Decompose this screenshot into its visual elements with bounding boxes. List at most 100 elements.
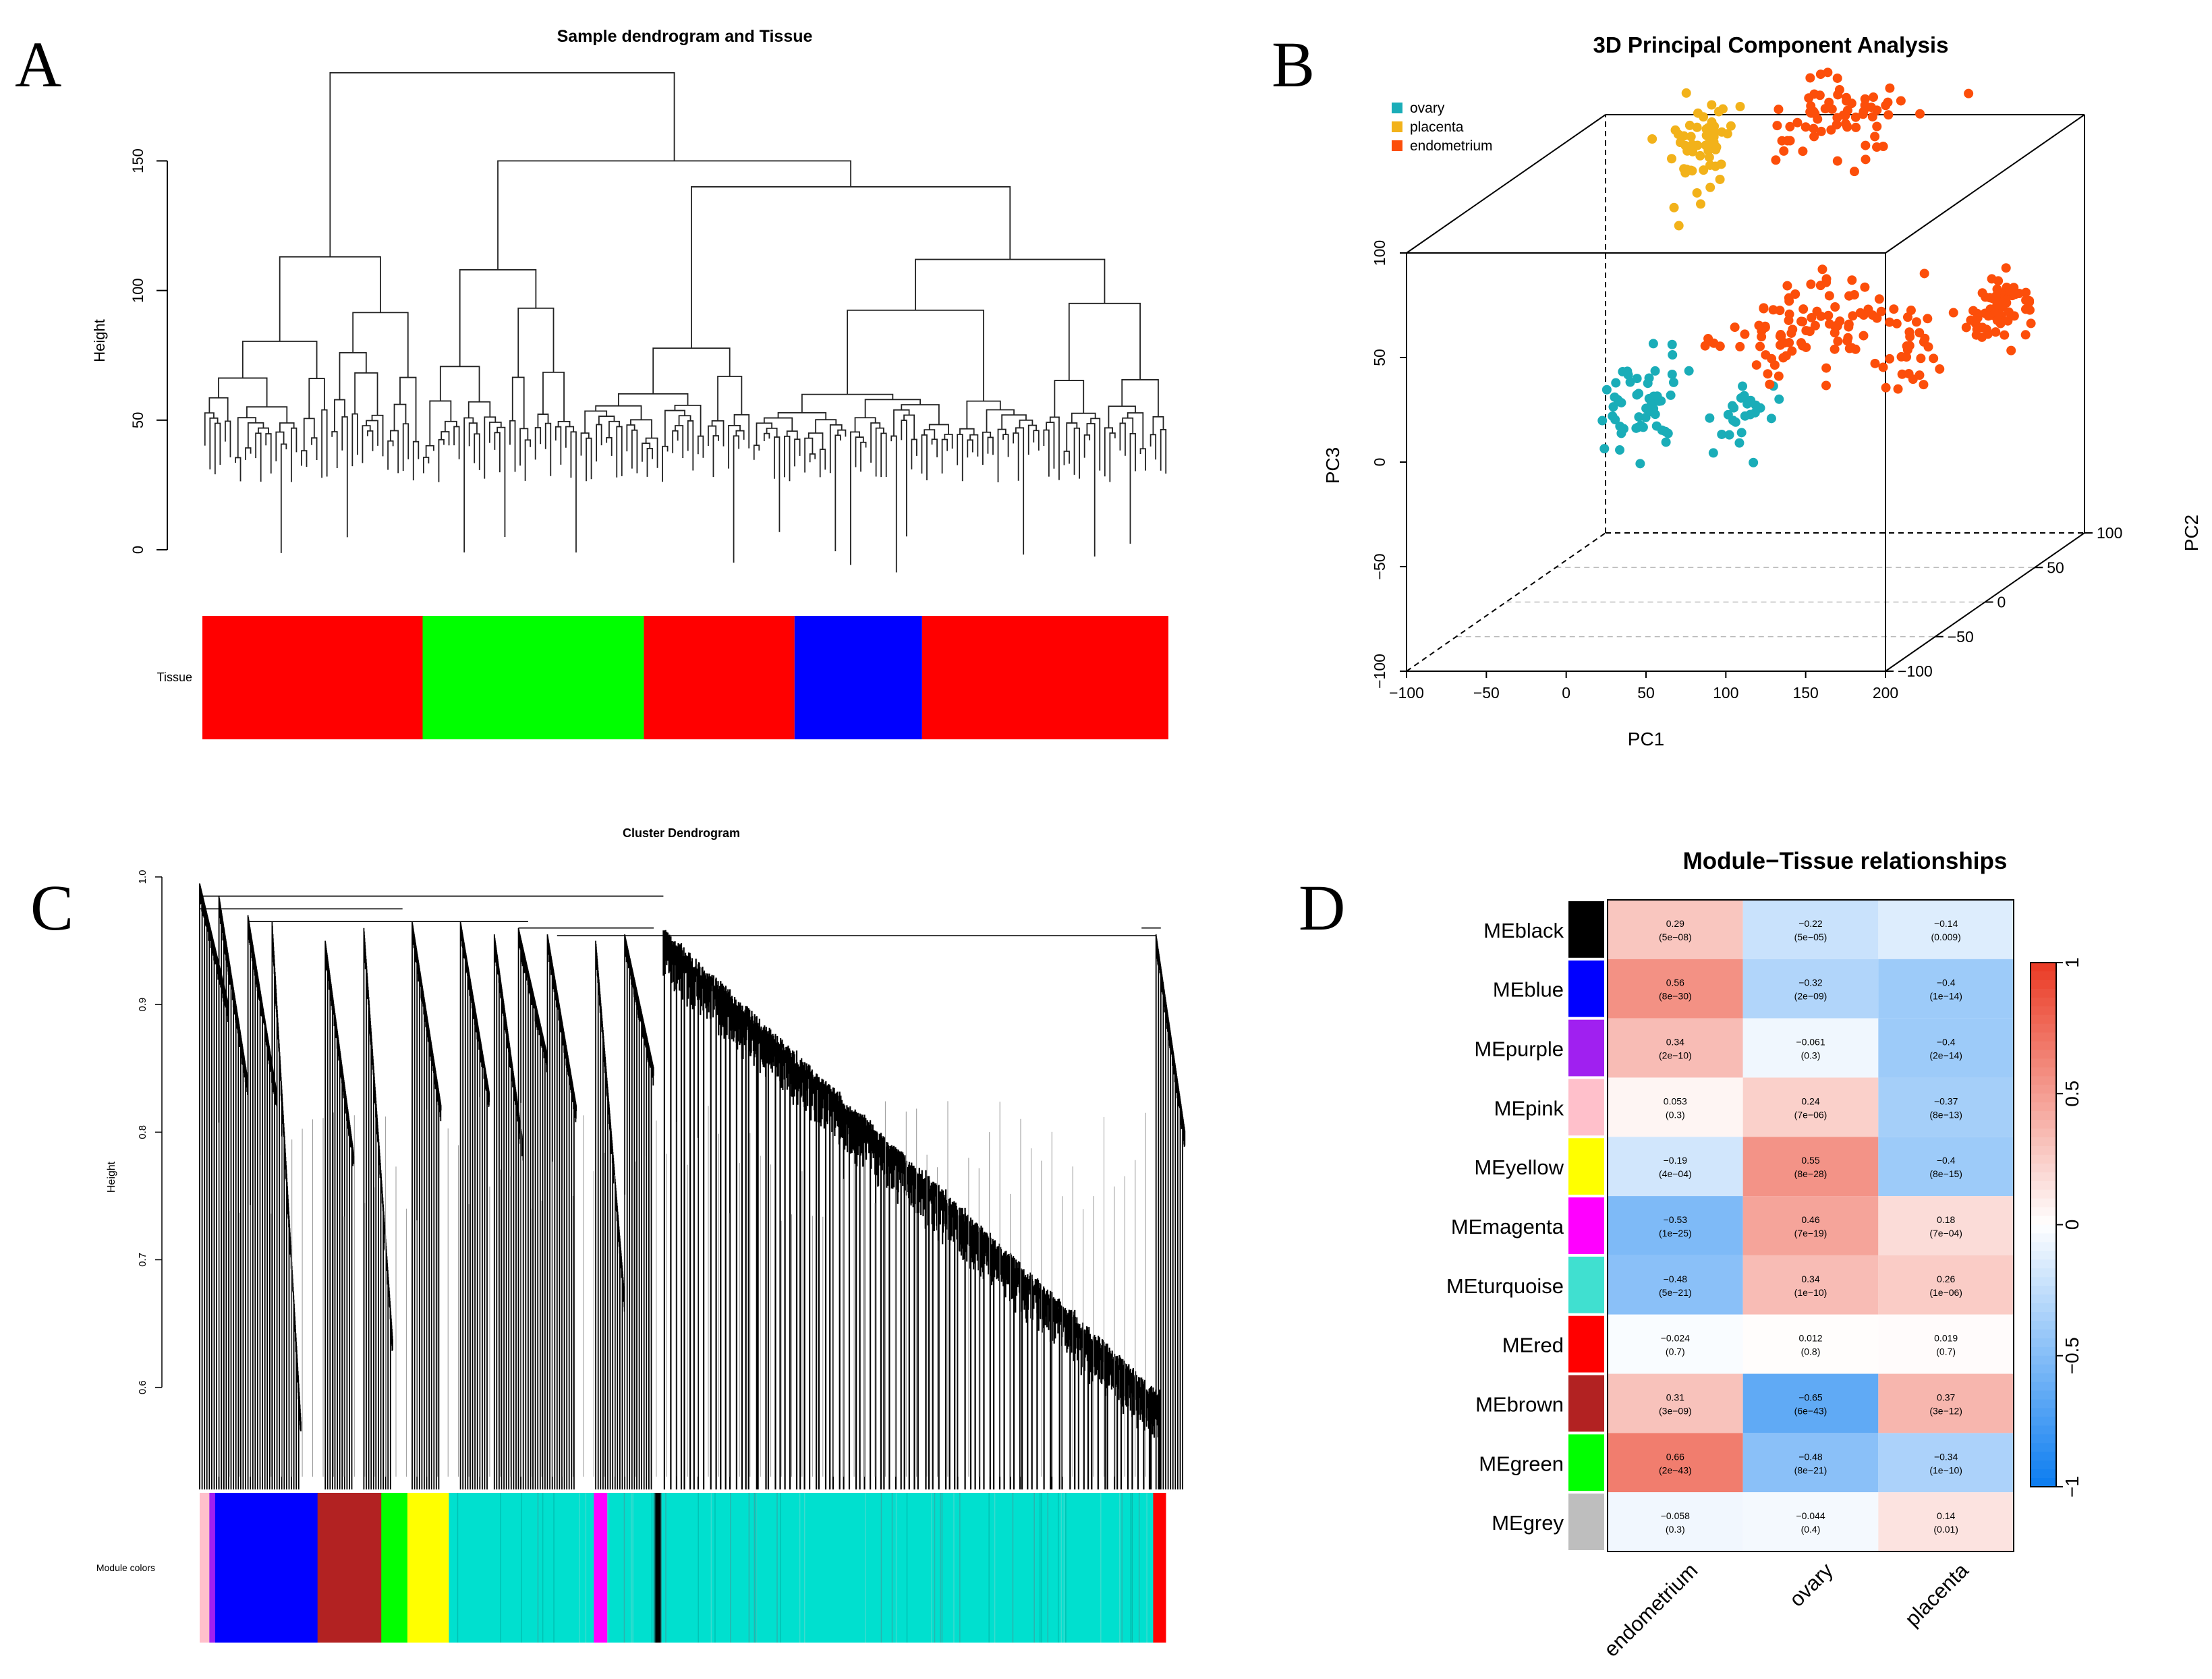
point-ovary [1599,444,1610,454]
scale-step [2031,1216,2056,1226]
scale-step [2031,1443,2056,1453]
point-placenta [1666,154,1676,164]
dendrogram-branch [367,430,374,451]
tissue-segment-placenta [794,616,922,739]
heatmap-cell [1608,1314,1743,1374]
heatmap-cell [1878,1196,2014,1255]
point-endometrium [1881,101,1891,111]
module-segment-stripe [730,1493,731,1643]
dendrogram-branch [1019,419,1033,428]
dendrogram-branch [488,422,502,443]
point-endometrium [1840,119,1850,129]
cell-value-label: −0.65 [1798,1392,1823,1402]
point-endometrium [1834,85,1844,95]
scale-step [2031,1242,2056,1252]
dendrogram-branch [463,417,474,552]
dendrogram-branch [819,449,826,478]
dendrogram-branch [807,432,824,450]
point-placenta [1705,160,1715,170]
cell-value-label: 0.29 [1666,918,1684,929]
point-ovary [1634,412,1644,422]
point-endometrium [1796,338,1806,348]
dendrogram-branch [280,443,287,553]
cell-pvalue-label: (8e−30) [1659,991,1692,1002]
point-endometrium [1851,122,1861,132]
point-endometrium [1833,336,1843,346]
scale-step [2031,1058,2056,1069]
module-segment-stripe [1138,1493,1140,1643]
module-swatch-MEpink [1568,1079,1604,1136]
point-endometrium [1874,294,1884,304]
point-endometrium [1832,156,1842,166]
point-endometrium [1919,268,1929,279]
row-label-MEyellow: MEyellow [1474,1156,1564,1179]
panel-a-title: Sample dendrogram and Tissue [557,27,813,46]
dendrogram-branch [837,429,847,437]
panel-b-ticks: −100 −50 0 50 100 150 200−100−50050100−100−500… [1371,240,2122,702]
point-endometrium [1987,274,1997,284]
dendrogram-branch [664,409,685,447]
dendrogram-branch [387,440,394,470]
point-endometrium [1964,88,1974,98]
dendrogram-branch [870,422,881,463]
heatmap-cell [1608,900,1743,959]
point-endometrium [1830,302,1840,312]
scale-step [2031,1137,2056,1147]
dendrogram-branch [279,256,381,342]
point-ovary [1611,378,1621,388]
point-endometrium [1817,264,1827,275]
dendrogram-branch [966,400,1001,429]
cell-value-label: 0.34 [1801,1274,1819,1284]
point-placenta [1686,165,1696,175]
point-endometrium [1832,119,1842,130]
point-endometrium [1832,73,1842,83]
point-endometrium [1902,352,1912,362]
cell-value-label: 0.18 [1937,1214,1955,1225]
dendrogram-branch [631,429,638,474]
point-endometrium [1788,324,1798,335]
panel-label-b: B [1272,28,1315,101]
dendrogram-branch [497,426,506,538]
module-segment-stripe [931,1493,932,1643]
dendrogram-branch [924,429,936,440]
dendrogram-branch [815,419,837,433]
point-endometrium [1850,112,1861,122]
point-endometrium [1904,327,1915,337]
dendrogram-branch [321,409,328,478]
point-ovary [1616,397,1626,407]
dendrogram-branch [606,436,613,456]
heatmap-cell [1878,1314,2014,1374]
module-segment-stripe [521,1493,523,1643]
panel-label-c: C [30,872,74,944]
point-endometrium [1977,288,1987,298]
dendrogram-branch [459,269,537,367]
panel-b-points [1597,67,2036,469]
dendrogram-branch [402,423,409,472]
heatmap-cell [1608,1433,1743,1493]
heatmap-cell [1878,1492,2014,1552]
cell-pvalue-label: (2e−10) [1659,1050,1692,1061]
cell-pvalue-label: (0.3) [1666,1524,1685,1535]
point-endometrium [1825,319,1835,329]
point-placenta [1704,152,1714,163]
module-segment-stripe [607,1493,608,1643]
cell-pvalue-label: (5e−21) [1659,1287,1692,1298]
cell-value-label: 0.56 [1666,977,1684,988]
dendrogram-branch [308,378,325,419]
heatmap-cell [1608,1196,1743,1255]
row-label-MEblack: MEblack [1483,919,1564,942]
scale-tick-label: 0 [2062,1220,2082,1230]
point-endometrium [1815,69,1825,80]
point-placenta [1681,88,1691,98]
dendrogram-branch [1001,414,1027,430]
module-segment-stripe [553,1493,555,1643]
point-endometrium [1700,341,1710,351]
dendrogram-branch [1063,451,1070,465]
dendrogram-branch [412,440,420,481]
point-ovary [1717,429,1727,439]
scale-step [2031,1163,2056,1173]
point-ovary [1734,438,1745,448]
module-segment [407,1493,449,1643]
cell-value-label: 0.24 [1801,1095,1819,1106]
scale-step [2031,1085,2056,1095]
